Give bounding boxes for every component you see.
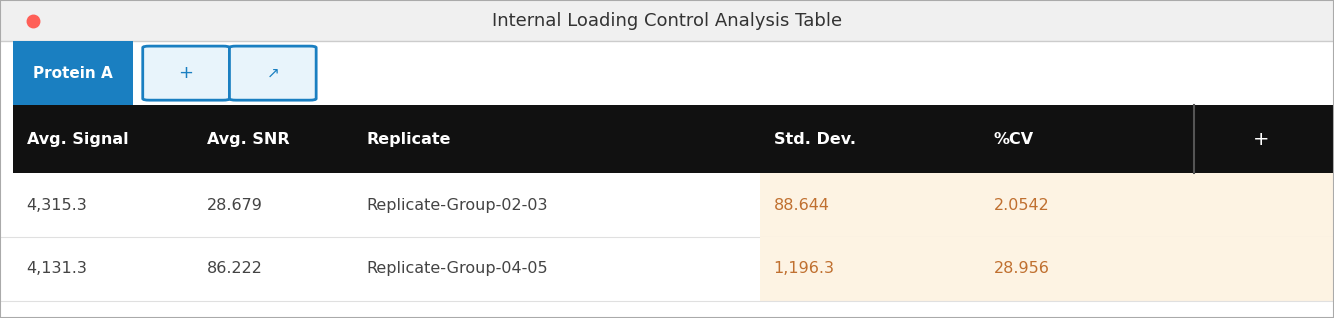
Text: Avg. SNR: Avg. SNR — [207, 132, 289, 147]
FancyBboxPatch shape — [0, 237, 1334, 301]
Text: Protein A: Protein A — [33, 66, 113, 81]
FancyBboxPatch shape — [0, 173, 1334, 237]
FancyBboxPatch shape — [0, 41, 1334, 318]
FancyBboxPatch shape — [760, 237, 980, 301]
Text: %CV: %CV — [994, 132, 1034, 147]
FancyBboxPatch shape — [0, 0, 1334, 41]
Text: 2.0542: 2.0542 — [994, 197, 1050, 213]
Text: 4,315.3: 4,315.3 — [27, 197, 88, 213]
Text: 28.679: 28.679 — [207, 197, 263, 213]
FancyBboxPatch shape — [980, 173, 1334, 237]
Text: Replicate-Group-02-03: Replicate-Group-02-03 — [367, 197, 548, 213]
FancyBboxPatch shape — [13, 105, 1194, 173]
Text: 88.644: 88.644 — [774, 197, 830, 213]
FancyBboxPatch shape — [13, 41, 133, 105]
Text: ↗: ↗ — [267, 66, 279, 81]
FancyBboxPatch shape — [1194, 105, 1334, 173]
FancyBboxPatch shape — [760, 173, 980, 237]
Text: Std. Dev.: Std. Dev. — [774, 132, 855, 147]
Text: 28.956: 28.956 — [994, 261, 1050, 276]
FancyBboxPatch shape — [980, 237, 1334, 301]
Text: Internal Loading Control Analysis Table: Internal Loading Control Analysis Table — [492, 12, 842, 30]
FancyBboxPatch shape — [143, 46, 229, 100]
Text: Replicate: Replicate — [367, 132, 451, 147]
Text: Avg. Signal: Avg. Signal — [27, 132, 128, 147]
Text: 86.222: 86.222 — [207, 261, 263, 276]
Text: 1,196.3: 1,196.3 — [774, 261, 835, 276]
FancyBboxPatch shape — [229, 46, 316, 100]
Text: +: + — [179, 64, 193, 82]
FancyBboxPatch shape — [0, 301, 1334, 318]
Text: Replicate-Group-04-05: Replicate-Group-04-05 — [367, 261, 548, 276]
Text: +: + — [1253, 130, 1269, 149]
Text: 4,131.3: 4,131.3 — [27, 261, 88, 276]
